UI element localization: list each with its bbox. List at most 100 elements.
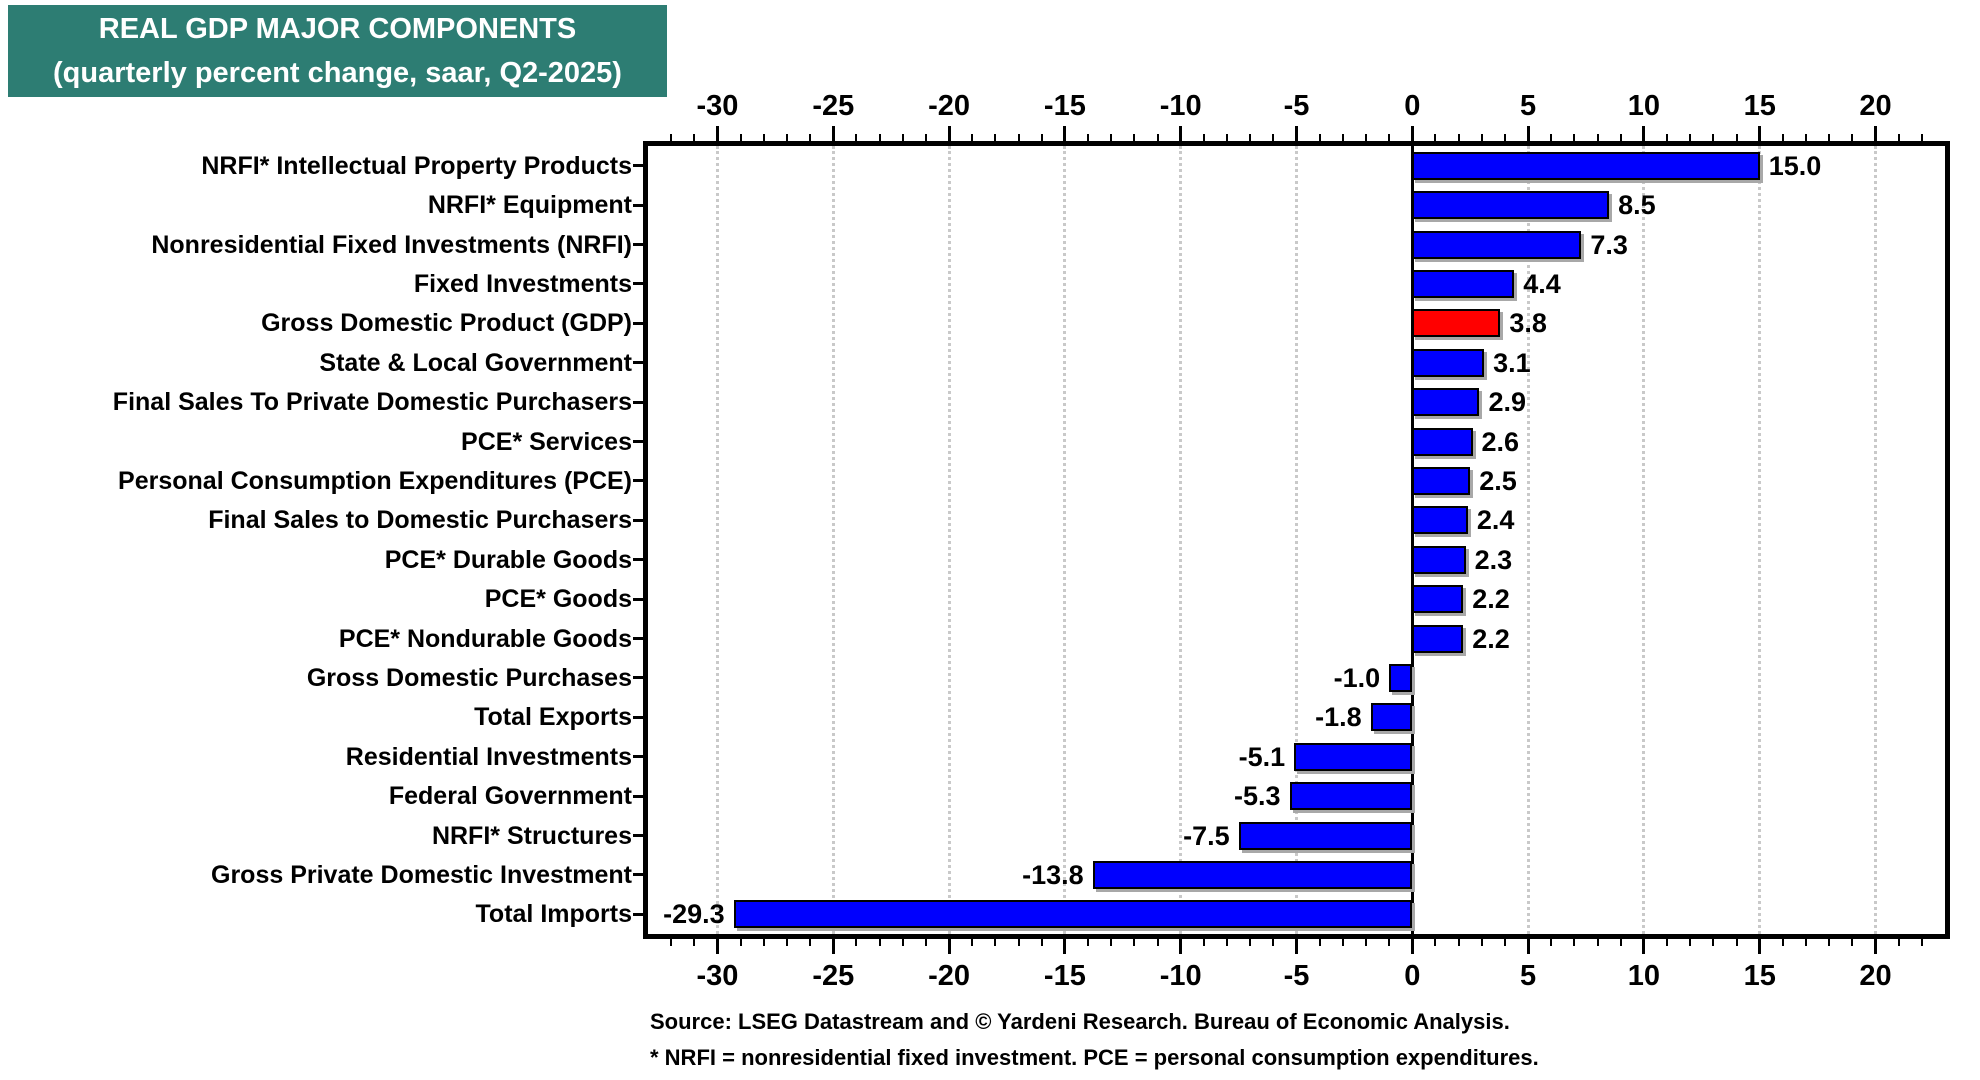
bar-total-exports: [1370, 703, 1413, 732]
bottom-minor-tick: [1388, 939, 1391, 946]
bar-state-local-government: [1412, 348, 1485, 377]
top-minor-tick: [1226, 134, 1229, 141]
bottom-major-tick: [1642, 939, 1646, 954]
bottom-minor-tick: [1851, 939, 1854, 946]
bar-nrfi-intellectual-property-products: [1412, 151, 1760, 180]
bottom-axis-tick-label: -15: [1043, 960, 1086, 992]
category-label-pce-nondurable-goods: PCE* Nondurable Goods: [338, 624, 632, 653]
category-tick: [633, 715, 644, 719]
category-label-gross-private-domestic-investment: Gross Private Domestic Investment: [211, 860, 632, 889]
top-axis-tick-label: 10: [1627, 90, 1661, 122]
gridline: [1063, 146, 1067, 934]
top-minor-tick: [1133, 134, 1136, 141]
value-label-fixed-investments: 4.4: [1523, 268, 1561, 299]
category-label-pce-services: PCE* Services: [461, 427, 632, 456]
bottom-minor-tick: [1249, 939, 1252, 946]
chart-title-box: REAL GDP MAJOR COMPONENTS (quarterly per…: [8, 5, 667, 97]
gridline: [1642, 146, 1646, 934]
bottom-minor-tick: [1110, 939, 1113, 946]
top-minor-tick: [1318, 134, 1321, 141]
value-label-final-sales-to-domestic-purchasers: 2.4: [1476, 505, 1515, 536]
bottom-minor-tick: [1341, 939, 1344, 946]
bar-pce-services: [1412, 427, 1473, 456]
bottom-minor-tick: [1897, 939, 1900, 946]
category-tick: [633, 912, 644, 916]
category-label-total-exports: Total Exports: [474, 703, 632, 732]
top-minor-tick: [901, 134, 904, 141]
bottom-minor-tick: [1318, 939, 1321, 946]
category-label-final-sales-to-domestic-purchasers: Final Sales to Domestic Purchasers: [208, 506, 632, 535]
top-minor-tick: [994, 134, 997, 141]
category-tick: [633, 637, 644, 640]
bottom-minor-tick: [785, 939, 788, 946]
value-label-final-sales-to-private-domestic-purchasers: 2.9: [1488, 387, 1527, 418]
category-tick: [633, 518, 644, 522]
top-major-tick: [715, 126, 719, 141]
category-label-final-sales-to-private-domestic-purchasers: Final Sales To Private Domestic Purchase…: [112, 388, 632, 417]
bottom-minor-tick: [1087, 939, 1090, 946]
bar-total-imports: [733, 900, 1413, 929]
bottom-axis-tick-label: 10: [1627, 960, 1661, 992]
top-minor-tick: [1619, 134, 1622, 141]
value-label-total-exports: -1.8: [1315, 702, 1362, 733]
bottom-major-tick: [1179, 939, 1183, 954]
plot-area: [643, 141, 1950, 939]
bottom-minor-tick: [1364, 939, 1367, 946]
top-major-tick: [947, 126, 951, 141]
category-label-total-imports: Total Imports: [475, 900, 632, 929]
top-major-tick: [1642, 126, 1646, 141]
bar-gross-domestic-purchases: [1389, 663, 1413, 692]
category-tick: [633, 243, 644, 246]
footer-note-line: * NRFI = nonresidential fixed investment…: [650, 1045, 1539, 1070]
bottom-minor-tick: [1689, 939, 1692, 946]
category-tick: [633, 361, 644, 365]
top-major-tick: [1874, 126, 1878, 141]
bottom-minor-tick: [1272, 939, 1275, 946]
top-minor-tick: [1897, 134, 1900, 141]
top-minor-tick: [1781, 134, 1784, 141]
top-axis-tick-label: -25: [812, 90, 855, 122]
top-minor-tick: [1017, 134, 1020, 141]
top-minor-tick: [1735, 134, 1738, 141]
top-minor-tick: [855, 134, 858, 141]
value-label-state-local-government: 3.1: [1493, 347, 1531, 378]
top-minor-tick: [878, 134, 881, 141]
top-minor-tick: [1503, 134, 1506, 141]
top-axis-tick-label: 0: [1404, 90, 1421, 122]
top-axis-tick-label: -5: [1283, 90, 1310, 122]
value-label-nrfi-equipment: 8.5: [1618, 190, 1656, 221]
top-minor-tick: [1828, 134, 1831, 141]
bottom-minor-tick: [1573, 939, 1576, 946]
top-minor-tick: [1550, 134, 1553, 141]
category-tick: [633, 164, 644, 168]
category-label-federal-government: Federal Government: [388, 782, 632, 811]
top-major-tick: [1295, 126, 1298, 141]
gridline: [1179, 146, 1183, 934]
top-minor-tick: [1805, 134, 1808, 141]
top-minor-tick: [1666, 134, 1669, 141]
bottom-minor-tick: [1226, 939, 1229, 946]
bar-nrfi-equipment: [1412, 191, 1610, 220]
value-label-total-imports: -29.3: [663, 899, 725, 930]
top-axis-tick-label: -10: [1159, 90, 1202, 122]
bottom-axis-tick-label: 0: [1404, 960, 1421, 992]
value-label-nrfi-structures: -7.5: [1183, 820, 1230, 851]
bottom-major-tick: [1063, 939, 1067, 954]
bottom-minor-tick: [924, 939, 927, 946]
top-minor-tick: [1573, 134, 1576, 141]
top-minor-tick: [1110, 134, 1113, 141]
bottom-minor-tick: [1596, 939, 1599, 946]
value-label-nrfi-intellectual-property-products: 15.0: [1768, 150, 1822, 181]
category-tick: [633, 203, 644, 207]
value-label-residential-investments: -5.1: [1238, 741, 1286, 772]
category-label-personal-consumption-expenditures-pce: Personal Consumption Expenditures (PCE): [118, 466, 632, 495]
bottom-major-tick: [947, 939, 951, 954]
top-minor-tick: [693, 134, 696, 141]
chart-title-line2: (quarterly percent change, saar, Q2-2025…: [53, 57, 622, 89]
bottom-minor-tick: [1550, 939, 1553, 946]
zero-axis-line: [1410, 146, 1414, 934]
gridline: [1758, 146, 1762, 934]
bar-pce-durable-goods: [1412, 545, 1466, 574]
top-minor-tick: [762, 134, 765, 141]
